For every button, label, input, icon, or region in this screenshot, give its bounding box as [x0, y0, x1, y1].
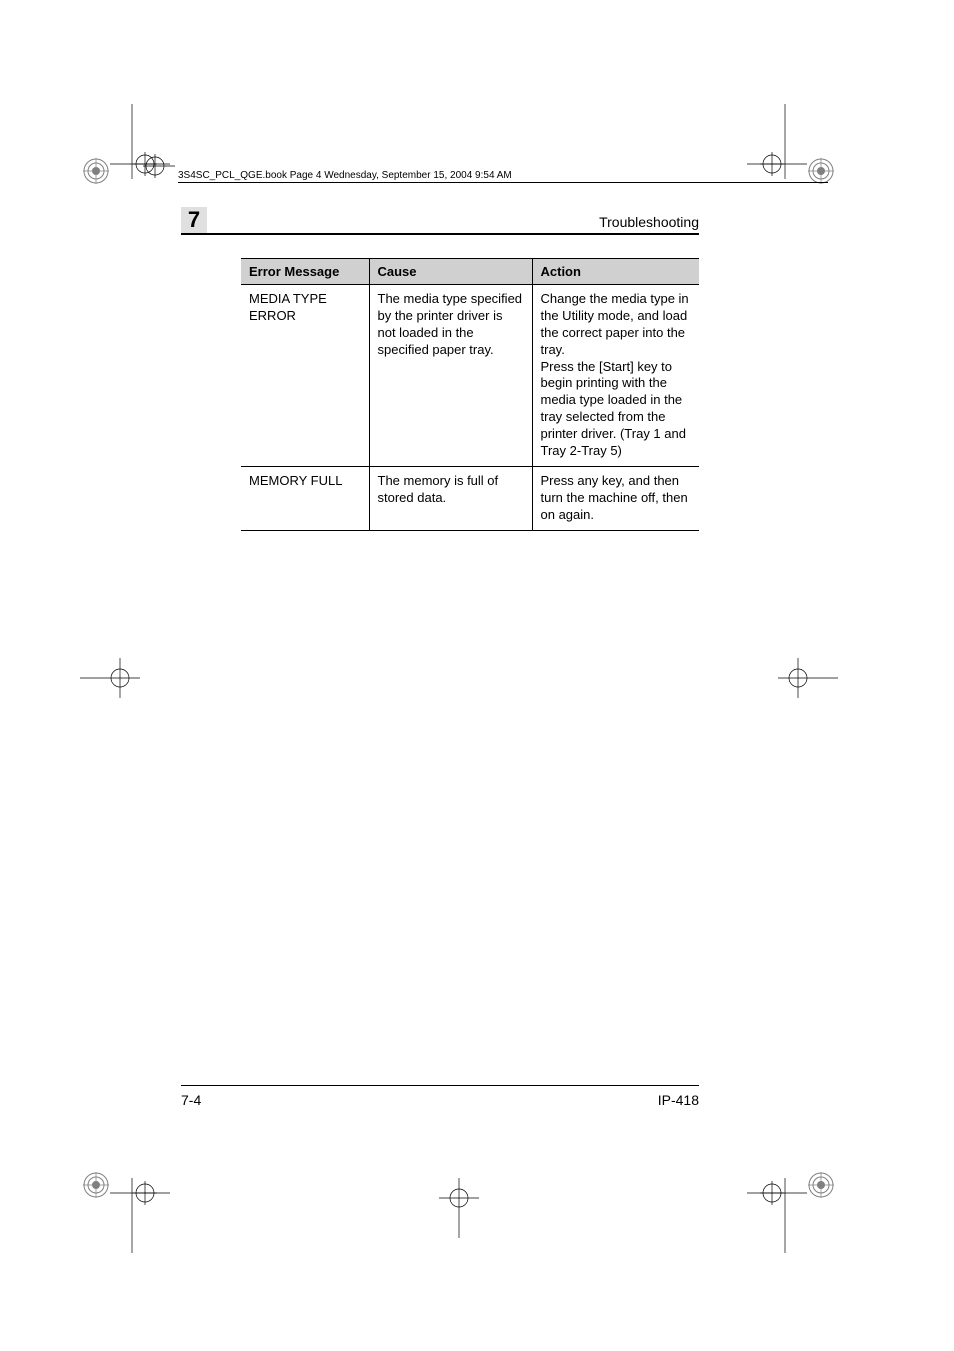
reg-mark-mid-right: [778, 648, 838, 708]
reg-mark-top-right: [747, 104, 822, 179]
book-header-line: 3S4SC_PCL_QGE.book Page 4 Wednesday, Sep…: [178, 170, 828, 183]
chapter-number-box: 7: [181, 207, 207, 233]
error-table: Error Message Cause Action MEDIA TYPE ER…: [241, 258, 699, 531]
cell-cause: The media type specified by the printer …: [369, 285, 532, 467]
header-deco-mark: [143, 150, 175, 182]
reg-mark-mid-bottom: [429, 1178, 489, 1238]
cell-action: Change the media type in the Utility mod…: [532, 285, 699, 467]
doc-id: IP-418: [658, 1092, 699, 1108]
col-header-error: Error Message: [241, 259, 369, 285]
table-header-row: Error Message Cause Action: [241, 259, 699, 285]
col-header-action: Action: [532, 259, 699, 285]
table-row: MEMORY FULL The memory is full of stored…: [241, 466, 699, 530]
cell-error: MEMORY FULL: [241, 466, 369, 530]
reg-mark-bottom-right: [747, 1178, 822, 1253]
reg-mark-bottom-left: [95, 1178, 170, 1253]
chapter-number: 7: [188, 207, 200, 233]
cell-error: MEDIA TYPE ERROR: [241, 285, 369, 467]
chapter-title: Troubleshooting: [599, 214, 699, 230]
cell-cause: The memory is full of stored data.: [369, 466, 532, 530]
table-row: MEDIA TYPE ERROR The media type specifie…: [241, 285, 699, 467]
reg-mark-mid-left: [80, 648, 140, 708]
col-header-cause: Cause: [369, 259, 532, 285]
footer-line: [181, 1085, 699, 1086]
cell-action: Press any key, and then turn the machine…: [532, 466, 699, 530]
title-underline: [181, 233, 699, 235]
book-info-text: 3S4SC_PCL_QGE.book Page 4 Wednesday, Sep…: [178, 170, 512, 181]
page-number: 7-4: [181, 1092, 201, 1108]
